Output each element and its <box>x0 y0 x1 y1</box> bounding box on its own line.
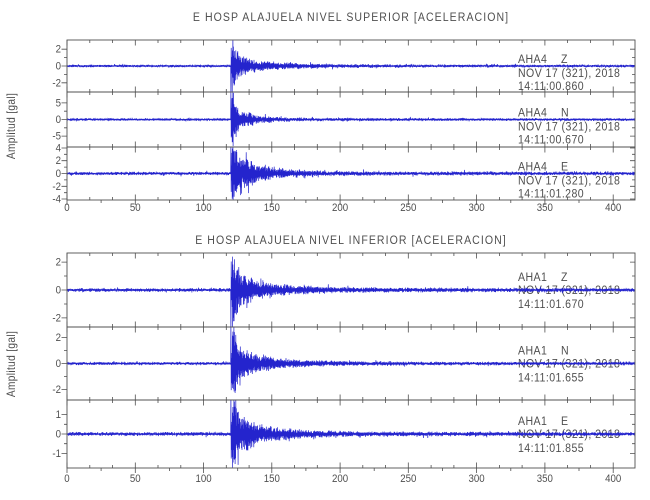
x-tick-label: 50 <box>130 203 141 215</box>
x-tick-marks <box>66 400 614 468</box>
y-tick-label: 0 <box>56 115 62 127</box>
x-tick-label: 50 <box>130 474 141 486</box>
y-tick-label: 1 <box>56 410 62 422</box>
trace-station-label: AHA4 <box>518 107 547 120</box>
y-tick-label: -5 <box>52 131 61 143</box>
x-tick-marks <box>66 327 614 400</box>
panel-nivel-inferior: E HOSP ALAJUELA NIVEL INFERIOR [ACELERAC… <box>5 234 636 486</box>
trace-station-label: AHA4 <box>518 161 547 174</box>
x-tick-marks <box>66 253 614 327</box>
trace-station-label: AHA4 <box>518 53 547 66</box>
x-tick-label: 300 <box>469 474 485 486</box>
x-axis-tick-marks <box>66 468 614 473</box>
x-tick-marks <box>66 92 614 147</box>
x-tick-label: 0 <box>64 474 70 486</box>
y-tick-label: 2 <box>56 156 62 168</box>
trace-date-label: NOV 17 (321), 2018 <box>518 175 620 188</box>
x-tick-label: 400 <box>605 203 621 215</box>
waveform-AHA1-Z <box>67 256 635 327</box>
y-tick-label: 0 <box>56 169 62 181</box>
y-axis-label: Amplitud [gal] <box>5 93 18 159</box>
trace-time-label: 14:11:00.670 <box>518 134 584 147</box>
y-tick-label: 4 <box>56 143 62 155</box>
x-tick-label: 150 <box>264 474 280 486</box>
trace-time-label: 14:11:00.860 <box>518 80 584 93</box>
x-tick-label: 350 <box>537 474 553 486</box>
y-tick-label: -2 <box>52 181 61 193</box>
x-axis-tick-marks <box>66 200 614 205</box>
panel-title-nivel-superior: E HOSP ALAJUELA NIVEL SUPERIOR [ACELERAC… <box>193 11 509 24</box>
x-tick-label: 100 <box>195 203 211 215</box>
trace-station-label: AHA1 <box>518 271 547 284</box>
x-tick-label: 200 <box>332 474 348 486</box>
y-tick-label: -2 <box>52 78 61 90</box>
trace-date-label: NOV 17 (321), 2018 <box>518 121 620 134</box>
trace-date-label: NOV 17 (321), 2018 <box>518 67 620 80</box>
waveform-AHA1-E <box>67 400 635 468</box>
y-tick-label: -2 <box>52 313 61 325</box>
trace-component-label: N <box>561 345 569 358</box>
trace-component-label: E <box>561 415 568 428</box>
x-tick-label: 0 <box>64 203 70 215</box>
y-tick-label: 2 <box>56 257 62 269</box>
y-tick-label: 0 <box>56 285 62 297</box>
waveform-AHA4-Z <box>67 40 635 92</box>
y-tick-label: 0 <box>56 61 62 73</box>
x-tick-label: 300 <box>469 203 485 215</box>
x-tick-label: 250 <box>400 203 416 215</box>
x-tick-marks <box>66 147 614 200</box>
x-tick-marks <box>66 40 614 92</box>
trace-component-label: N <box>561 107 569 120</box>
trace-station-label: AHA1 <box>518 415 547 428</box>
waveform-AHA4-E <box>67 147 635 200</box>
x-tick-label: 250 <box>400 474 416 486</box>
y-tick-label: 2 <box>56 332 62 344</box>
x-tick-label: 350 <box>537 203 553 215</box>
y-tick-label: 0 <box>56 359 62 371</box>
y-tick-marks <box>61 147 635 200</box>
trace-component-label: Z <box>561 53 568 66</box>
waveform-AHA4-N <box>67 92 635 147</box>
y-tick-label: -4 <box>52 194 61 206</box>
x-tick-label: 100 <box>195 474 211 486</box>
y-tick-label: 0 <box>56 429 62 441</box>
x-tick-label: 150 <box>264 203 280 215</box>
trace-time-label: 14:11:01.655 <box>518 372 584 385</box>
trace-station-label: AHA1 <box>518 345 547 358</box>
y-tick-label: -1 <box>52 448 61 460</box>
y-tick-label: -2 <box>52 385 61 397</box>
panel-nivel-superior: E HOSP ALAJUELA NIVEL SUPERIOR [ACELERAC… <box>5 11 636 215</box>
trace-time-label: 14:11:01.670 <box>518 298 584 311</box>
trace-date-label: NOV 17 (321), 2018 <box>518 284 620 297</box>
trace-component-label: Z <box>561 271 568 284</box>
trace-time-label: 14:11:01.280 <box>518 188 584 201</box>
y-axis-label: Amplitud [gal] <box>5 331 18 397</box>
x-tick-label: 200 <box>332 203 348 215</box>
y-tick-label: 2 <box>56 44 62 56</box>
x-tick-label: 400 <box>605 474 621 486</box>
trace-component-label: E <box>561 161 568 174</box>
trace-time-label: 14:11:01.855 <box>518 442 584 455</box>
y-tick-label: 5 <box>56 98 62 110</box>
panel-title-nivel-inferior: E HOSP ALAJUELA NIVEL INFERIOR [ACELERAC… <box>195 234 507 247</box>
waveform-AHA1-N <box>67 327 635 394</box>
